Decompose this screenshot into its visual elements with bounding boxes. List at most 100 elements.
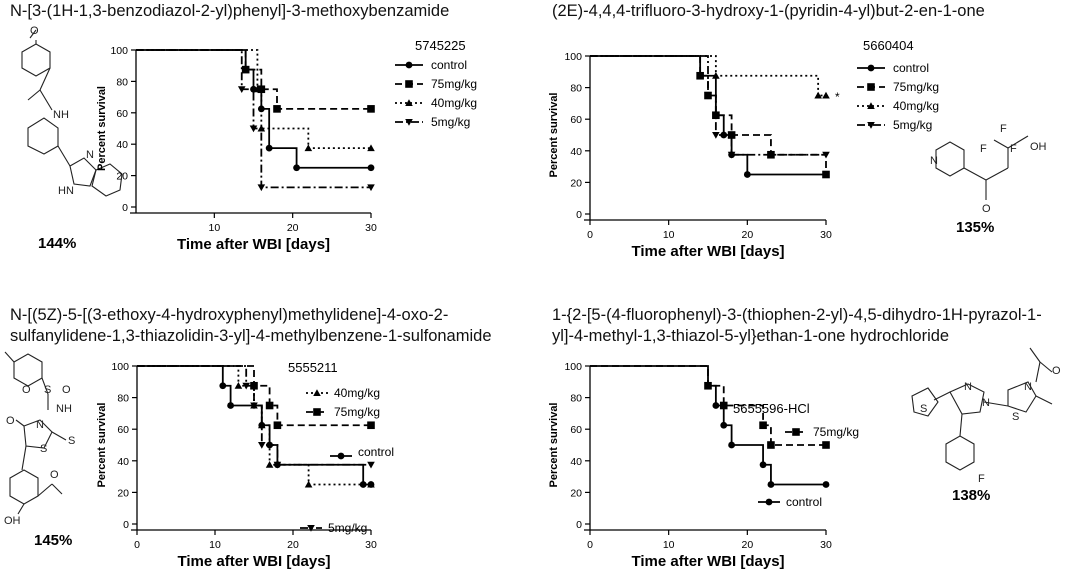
data-point-marker xyxy=(822,441,830,449)
molecule-3-atom-o2: O xyxy=(62,384,71,396)
molecule-4-atom-n3: N xyxy=(1024,381,1032,393)
legend-marker xyxy=(337,452,345,460)
panel-1-title-line: N-[3-(1H-1,3-benzodiazol-2-yl)phenyl]-3-… xyxy=(10,2,450,20)
y-tick-label: 100 xyxy=(110,45,128,57)
y-tick-label: 0 xyxy=(122,202,128,214)
molecule-1-atom-o: O xyxy=(30,25,39,37)
x-tick-label: 20 xyxy=(287,539,299,551)
legend-marker xyxy=(405,99,413,107)
compound-id-label: 5555211 xyxy=(288,360,338,375)
molecule-2-atom-f2: F xyxy=(1000,123,1007,135)
molecule-2-atom-oh: OH xyxy=(1030,141,1047,153)
data-point-marker xyxy=(712,71,720,79)
y-tick-label: 40 xyxy=(116,139,128,151)
molecule-1-structure xyxy=(21,29,123,197)
x-tick-label: 20 xyxy=(287,222,299,234)
molecule-2-structure xyxy=(935,135,1029,200)
data-point-marker xyxy=(759,421,767,430)
legend-marker xyxy=(313,408,321,416)
data-point-marker xyxy=(367,421,375,430)
molecule-4-atom-n2: N xyxy=(982,397,990,409)
legend-label: 75mg/kg xyxy=(431,77,477,91)
legend-label: 5mg/kg xyxy=(328,521,367,535)
x-tick-label: 10 xyxy=(663,229,675,241)
series-line-3 xyxy=(137,365,371,466)
y-tick-label: 80 xyxy=(117,393,129,405)
series-line-3 xyxy=(136,49,371,189)
y-tick-label: 60 xyxy=(570,114,582,126)
molecule-4-structure xyxy=(911,347,1053,471)
y-tick-label: 40 xyxy=(117,456,129,468)
panel-1-percent: 144% xyxy=(38,235,76,252)
y-tick-label: 0 xyxy=(123,519,129,531)
x-tick-label: 20 xyxy=(741,539,753,551)
y-tick-label: 20 xyxy=(116,171,128,183)
data-point-marker xyxy=(253,85,262,93)
data-point-marker xyxy=(258,441,266,449)
data-point-marker xyxy=(273,461,282,469)
data-point-marker xyxy=(273,105,281,113)
legend-marker xyxy=(405,118,413,126)
panel-1-title: N-[3-(1H-1,3-benzodiazol-2-yl)phenyl]-3-… xyxy=(10,1,449,22)
data-point-marker xyxy=(273,421,282,430)
data-point-marker xyxy=(293,164,300,172)
panel-4-title-line-2: yl]-4-methyl-1,3-thiazol-5-yl}ethan-1-on… xyxy=(552,327,950,345)
panel-4-title: 1-{2-[5-(4-fluorophenyl)-3-(thiophen-2-y… xyxy=(552,305,1042,347)
legend-label: 40mg/kg xyxy=(334,386,380,400)
y-tick-label: 80 xyxy=(116,76,128,88)
panel-3-title-line-1: N-[(5Z)-5-[(3-ethoxy-4-hydroxyphenyl)met… xyxy=(10,306,449,324)
data-point-marker xyxy=(249,125,258,133)
molecule-3-atom-s3: S xyxy=(40,443,47,455)
legend-marker xyxy=(405,80,413,88)
data-point-marker xyxy=(696,71,704,80)
data-point-marker xyxy=(250,381,258,390)
y-tick-label: 0 xyxy=(576,519,582,531)
data-point-marker xyxy=(767,441,775,449)
y-tick-label: 100 xyxy=(564,51,582,63)
data-point-marker xyxy=(727,151,736,159)
legend-label: 75mg/kg xyxy=(334,405,380,419)
data-point-marker xyxy=(304,144,313,152)
molecule-2-atom-f1: F xyxy=(980,143,987,155)
panel-3-title-line-2: sulfanylidene-1,3-thiazolidin-3-yl]-4-me… xyxy=(10,327,492,345)
panel-3-percent: 145% xyxy=(34,532,72,549)
data-point-marker xyxy=(257,85,266,94)
data-point-marker xyxy=(265,401,274,410)
molecule-4-atom-f: F xyxy=(978,473,985,485)
legend-marker xyxy=(313,389,321,397)
legend-marker xyxy=(867,83,875,91)
molecule-3-atom-s2: S xyxy=(68,435,75,447)
y-axis-title: Percent survival xyxy=(548,403,560,488)
data-point-marker xyxy=(367,144,375,152)
data-point-marker xyxy=(367,481,375,488)
data-point-marker xyxy=(242,382,250,390)
y-tick-label: 80 xyxy=(570,83,582,95)
data-point-marker xyxy=(250,402,258,410)
legend-label: 75mg/kg xyxy=(813,425,859,439)
data-point-marker xyxy=(712,131,720,139)
legend-marker xyxy=(307,524,315,532)
x-tick-label: 0 xyxy=(587,229,593,241)
significance-annotation: * xyxy=(835,90,840,104)
series-line-1 xyxy=(136,49,371,110)
data-point-marker xyxy=(759,461,767,469)
data-point-marker xyxy=(257,105,265,113)
y-tick-label: 0 xyxy=(576,209,582,221)
molecule-3-atom-n: N xyxy=(36,419,44,431)
panel-4-title-line-1: 1-{2-[5-(4-fluorophenyl)-3-(thiophen-2-y… xyxy=(552,306,1042,324)
x-tick-label: 0 xyxy=(587,539,593,551)
data-point-marker xyxy=(241,65,250,74)
data-point-marker xyxy=(234,381,243,389)
y-axis-title: Percent survival xyxy=(548,93,560,178)
y-tick-label: 100 xyxy=(111,361,129,373)
data-point-marker xyxy=(728,441,735,449)
data-point-marker xyxy=(822,151,830,159)
legend-marker xyxy=(867,102,875,110)
data-point-marker xyxy=(720,421,728,429)
y-tick-label: 20 xyxy=(570,487,582,499)
molecule-3-atom-o1: O xyxy=(22,384,31,396)
legend-label: 75mg/kg xyxy=(893,80,939,94)
chart-panel-1: 0 20 40 60 80 100 10 20 30 Time after WBI [days] P… xyxy=(96,38,477,253)
